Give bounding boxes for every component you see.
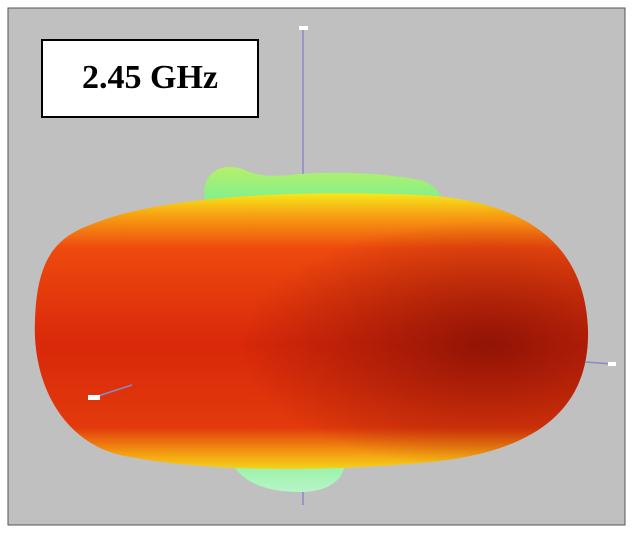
axis-marker: [299, 26, 308, 30]
main-lobe-shade: [35, 193, 588, 469]
axis-marker: [88, 395, 100, 400]
frequency-label: 2.45 GHz: [82, 59, 218, 96]
radiation-pattern-view: 2.45 GHz: [0, 0, 632, 533]
axis-marker: [608, 362, 616, 366]
